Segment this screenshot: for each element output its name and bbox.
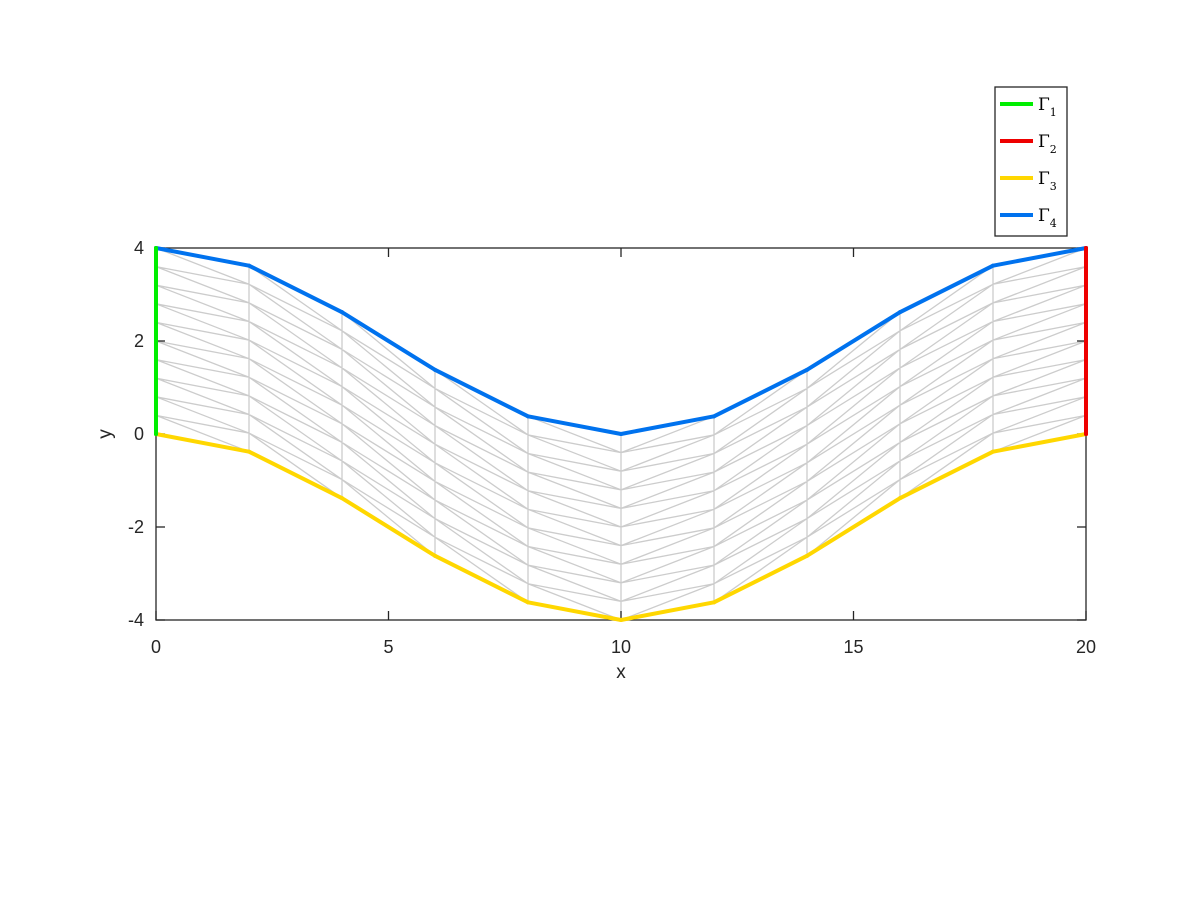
x-tick-label: 15: [843, 637, 863, 657]
series-point-gamma-4: [898, 310, 902, 315]
boundary-series: [154, 246, 1088, 622]
legend-subscript: 1: [1050, 106, 1057, 119]
y-tick-label: 0: [134, 424, 144, 444]
series-point-gamma-4: [805, 367, 809, 372]
x-tick-label: 5: [383, 637, 393, 657]
series-point-gamma-4: [712, 414, 716, 419]
series-point-gamma-3: [433, 553, 437, 558]
series-point-gamma-4: [619, 432, 623, 436]
series-point-gamma-3: [619, 618, 623, 622]
series-point-gamma-3: [340, 496, 344, 501]
series-point-gamma-3: [526, 600, 530, 605]
series-point-gamma-3: [991, 449, 995, 454]
y-tick-label: 2: [134, 331, 144, 351]
legend-subscript: 4: [1050, 217, 1057, 230]
legend-subscript: 2: [1050, 143, 1057, 156]
series-point-gamma-4: [433, 367, 437, 372]
y-tick-label: -4: [128, 610, 144, 630]
x-tick-label: 20: [1076, 637, 1096, 657]
legend-subscript: 3: [1050, 180, 1057, 193]
series-point-gamma-4: [526, 414, 530, 419]
series-line-gamma-4: [154, 246, 1088, 436]
x-tick-label: 10: [611, 637, 631, 657]
series-point-gamma-2: [1084, 432, 1088, 436]
y-axis-label: y: [95, 429, 116, 439]
series-point-gamma-3: [805, 553, 809, 558]
series-point-gamma-3: [898, 496, 902, 501]
series-point-gamma-3: [712, 600, 716, 605]
series-point-gamma-4: [247, 263, 251, 268]
series-point-gamma-4: [340, 310, 344, 315]
series-point-gamma-1: [154, 246, 158, 250]
y-tick-label: 4: [134, 238, 144, 258]
tick-labels: 0 5 10 15 20 -4 -2 0 2 4: [128, 238, 1096, 657]
legend-box: [994, 86, 1068, 237]
series-point-gamma-2: [1084, 246, 1088, 250]
series-point-gamma-4: [991, 263, 995, 268]
y-tick-label: -2: [128, 517, 144, 537]
x-tick-label: 0: [151, 637, 161, 657]
series-point-gamma-1: [154, 432, 158, 436]
series-point-gamma-3: [247, 449, 251, 454]
x-axis-label: x: [616, 662, 626, 683]
